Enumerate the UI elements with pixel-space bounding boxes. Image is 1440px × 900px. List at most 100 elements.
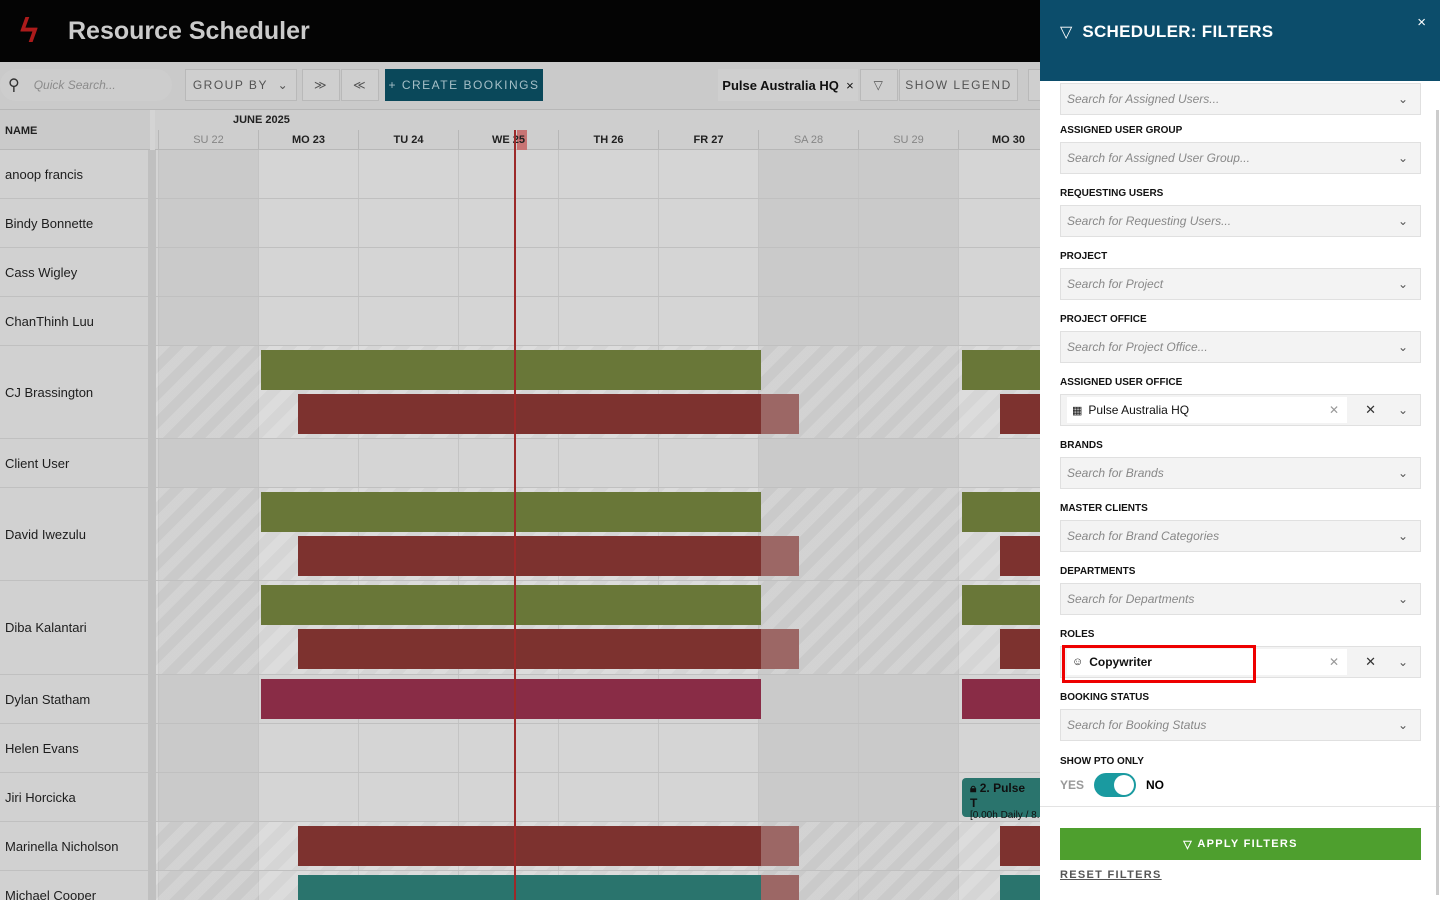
booking-bar[interactable]: [761, 394, 799, 434]
apply-filters-button[interactable]: ▽ APPLY FILTERS: [1060, 828, 1421, 860]
booking-bar[interactable]: [1000, 826, 1040, 866]
booking-bar[interactable]: [298, 536, 761, 576]
booking-bar[interactable]: [298, 394, 761, 434]
day-header: SA 28: [758, 130, 858, 150]
filter-select[interactable]: Search for Booking Status ⌄: [1060, 709, 1421, 741]
filter-select[interactable]: Search for Project Office... ⌄: [1060, 331, 1421, 363]
create-bookings-button[interactable]: + CREATE BOOKINGS: [385, 69, 543, 101]
collapse-all-button[interactable]: ≪: [341, 69, 379, 101]
booking-bar[interactable]: [962, 679, 1040, 719]
booking-bar[interactable]: [298, 826, 761, 866]
pto-booking[interactable]: 🔒︎ 2. Pulse T [0.00h Daily / 8.: [962, 778, 1042, 821]
close-icon[interactable]: ×: [1417, 14, 1426, 31]
chevron-down-icon[interactable]: ⌄: [1397, 214, 1408, 228]
filter-icon: ▽: [1060, 24, 1073, 41]
resource-row: Cass Wigley: [0, 248, 1040, 297]
filter-button[interactable]: ▽: [860, 69, 898, 101]
field-label: PROJECT OFFICE: [1060, 314, 1147, 325]
resource-name[interactable]: Jiri Horcicka: [5, 789, 76, 805]
resource-name[interactable]: Michael Cooper: [5, 887, 97, 900]
resource-name[interactable]: Diba Kalantari: [5, 620, 87, 635]
booking-bar[interactable]: [761, 875, 799, 900]
day-header: FR 27: [658, 130, 758, 150]
chevron-down-icon[interactable]: ⌄: [1397, 466, 1408, 480]
chevron-down-icon[interactable]: ⌄: [1397, 340, 1408, 354]
resource-row: David Iwezulu: [0, 488, 1040, 581]
field-label: PROJECT: [1060, 251, 1108, 262]
booking-bar[interactable]: [962, 492, 1040, 532]
chevron-down-icon[interactable]: ⌄: [1397, 718, 1408, 732]
resource-name[interactable]: Bindy Bonnette: [5, 215, 94, 231]
pto-toggle[interactable]: [1094, 773, 1137, 797]
booking-bar[interactable]: [1000, 875, 1040, 900]
resource-name[interactable]: ChanThinh Luu: [5, 313, 94, 329]
pto-only-toggle-group: SHOW PTO ONLY YES NO: [1060, 756, 1421, 797]
name-column-header[interactable]: NAME: [0, 110, 150, 150]
filter-select[interactable]: Search for Requesting Users... ⌄: [1060, 205, 1421, 237]
booking-bar[interactable]: [761, 826, 799, 866]
day-header: SU 29: [858, 130, 958, 150]
filter-field: PROJECT OFFICE Search for Project Office.…: [1060, 314, 1421, 363]
filter-select[interactable]: Search for Project ⌄: [1060, 268, 1421, 300]
booking-bar[interactable]: [298, 629, 761, 669]
filter-field: BRANDS Search for Brands ⌄: [1060, 440, 1421, 489]
filter-select[interactable]: Search for Brand Categories ⌄: [1060, 520, 1421, 552]
chevron-down-icon[interactable]: ⌄: [1397, 403, 1408, 417]
booking-bar[interactable]: [261, 350, 761, 390]
remove-icon[interactable]: ✕: [1328, 403, 1339, 417]
scheduler-grid: anoop francis Bindy Bonnette Cass Wigley Ch…: [0, 150, 1040, 900]
chevron-down-icon[interactable]: ⌄: [1397, 529, 1408, 543]
booking-bar[interactable]: [962, 585, 1040, 625]
quick-search-input[interactable]: ⚲ Quick Search...: [0, 69, 172, 101]
resource-row: Helen Evans: [0, 724, 1040, 773]
filter-select[interactable]: Search for Assigned User Group... ⌄: [1060, 142, 1421, 174]
booking-bar[interactable]: [1000, 394, 1040, 434]
close-icon[interactable]: ×: [846, 77, 854, 93]
group-by-button[interactable]: GROUP BY ⌄: [185, 69, 297, 101]
chevron-down-icon[interactable]: ⌄: [1397, 277, 1408, 291]
chevron-down-icon[interactable]: ⌄: [1397, 92, 1408, 106]
show-legend-button[interactable]: SHOW LEGEND: [899, 69, 1018, 101]
selected-chip[interactable]: ▦ Pulse Australia HQ ✕: [1067, 397, 1347, 423]
filter-select[interactable]: ▦ Pulse Australia HQ ✕ ✕ ⌄: [1060, 394, 1421, 426]
filter-field: ASSIGNED USER OFFICE ▦ Pulse Australia HQ ✕…: [1060, 377, 1421, 426]
resource-name[interactable]: anoop francis: [5, 166, 84, 182]
chevron-down-icon[interactable]: ⌄: [1397, 655, 1408, 669]
resource-name[interactable]: David Iwezulu: [5, 526, 86, 542]
field-label: MASTER CLIENTS: [1060, 503, 1148, 514]
booking-bar[interactable]: [261, 679, 761, 719]
office-filter-chip[interactable]: Pulse Australia HQ ×: [718, 69, 858, 101]
filter-select[interactable]: Search for Assigned Users... ⌄: [1060, 83, 1421, 115]
resource-row: Marinella Nicholson: [0, 822, 1040, 871]
reset-filters-link[interactable]: RESET FILTERS: [1060, 869, 1162, 881]
resource-name[interactable]: Cass Wigley: [5, 264, 78, 280]
resource-name[interactable]: Dylan Statham: [5, 691, 91, 707]
booking-bar[interactable]: [261, 585, 761, 625]
filter-select[interactable]: Search for Brands ⌄: [1060, 457, 1421, 489]
booking-bar[interactable]: [1000, 629, 1040, 669]
panel-header: ▽ SCHEDULER: FILTERS ×: [1040, 0, 1440, 81]
filter-select[interactable]: ☺ Copywriter ✕ ✕ ⌄: [1060, 646, 1421, 678]
panel-scrollbar[interactable]: [1436, 110, 1439, 895]
filter-field: Search for Assigned Users... ⌄: [1060, 83, 1421, 115]
clear-icon[interactable]: ✕: [1365, 654, 1376, 669]
booking-bar[interactable]: [761, 536, 799, 576]
booking-bar[interactable]: [1000, 536, 1040, 576]
expand-all-button[interactable]: ≫: [302, 69, 340, 101]
selected-chip[interactable]: ☺ Copywriter ✕: [1067, 649, 1347, 675]
booking-bar[interactable]: [761, 629, 799, 669]
day-header: TU 24: [358, 130, 458, 150]
clear-icon[interactable]: ✕: [1365, 402, 1376, 417]
resource-name[interactable]: Client User: [5, 455, 70, 471]
booking-bar[interactable]: [298, 875, 761, 900]
remove-icon[interactable]: ✕: [1328, 655, 1339, 669]
resource-name[interactable]: Helen Evans: [5, 740, 79, 756]
resource-name[interactable]: CJ Brassington: [5, 384, 94, 400]
booking-bar[interactable]: [962, 350, 1040, 390]
chevron-down-icon[interactable]: ⌄: [1397, 151, 1408, 165]
resource-name[interactable]: Marinella Nicholson: [5, 838, 119, 854]
booking-bar[interactable]: [261, 492, 761, 532]
field-label: ROLES: [1060, 629, 1095, 640]
filter-select[interactable]: Search for Departments ⌄: [1060, 583, 1421, 615]
chevron-down-icon[interactable]: ⌄: [1397, 592, 1408, 606]
